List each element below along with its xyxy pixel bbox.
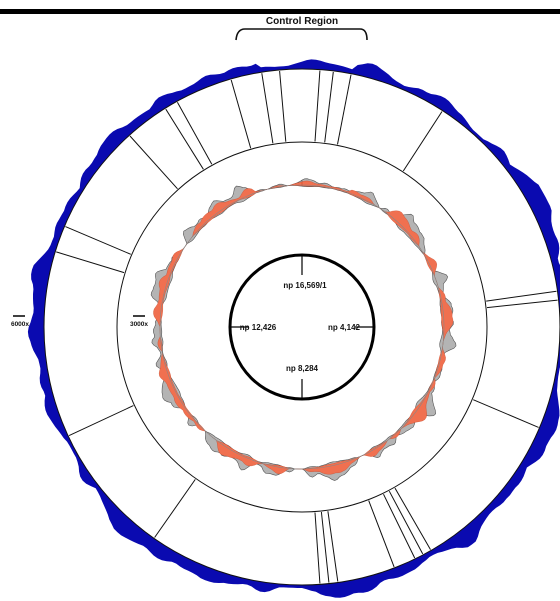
gene-boundary-tick [368,500,395,568]
gene-boundary-tick [383,493,416,559]
gene-boundary-tick [327,511,339,582]
position-label-left: np 12,426 [240,323,277,332]
position-label-bottom: np 8,284 [286,364,319,373]
gene-boundary-tick [65,226,131,255]
gene-boundary-tick [324,71,334,143]
gene-boundary-tick [230,79,252,149]
gene-boundary-tick [176,101,213,165]
gene-boundary-tick [56,251,125,274]
gene-boundary-tick [388,490,424,555]
gene-boundary-tick [314,70,321,142]
inner-coverage-baseline [159,184,445,470]
inner-coverage-orange [153,180,454,475]
control-region-label: Control Region [266,16,338,27]
gene-boundary-tick [320,511,330,583]
gene-boundary-ticks [56,70,558,584]
gene-boundary-tick [279,70,287,142]
top-border-bar [0,9,560,14]
scale-label-inner: 3000x [130,321,148,328]
scale-label-outer: 6000x [11,321,29,328]
gene-boundary-tick [165,108,204,170]
gene-boundary-tick [473,399,539,428]
gene-boundary-tick [129,135,178,190]
control-region-bracket [235,28,368,41]
gene-boundary-tick [402,111,443,172]
gene-boundary-tick [337,74,352,145]
gene-boundary-tick [68,405,134,437]
position-label-right: np 4,142 [328,323,361,332]
gene-boundary-tick [394,487,431,550]
outer-ring [43,68,560,586]
middle-ring [116,141,488,513]
gene-boundary-tick [314,512,321,584]
inner-coverage-grey [150,178,457,481]
gene-boundary-tick [486,290,557,302]
position-label-top: np 16,569/1 [283,281,327,290]
gene-boundary-tick [154,479,196,538]
gene-boundary-tick [486,299,558,309]
gene-boundary-tick [261,73,274,144]
